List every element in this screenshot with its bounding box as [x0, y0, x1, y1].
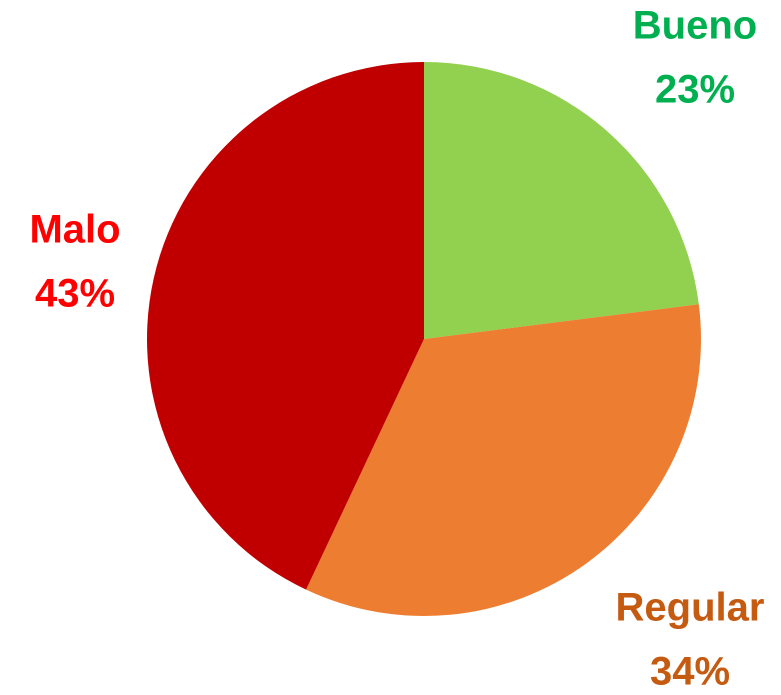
pie-slice — [306, 304, 702, 616]
slice-value-label: 34% — [650, 650, 730, 694]
slice-label: Malo — [29, 208, 120, 252]
slice-value-label: 23% — [655, 68, 735, 112]
pie-slice — [146, 62, 424, 590]
pie-slice — [424, 62, 699, 339]
slice-label: Bueno — [633, 4, 757, 48]
slice-label: Regular — [616, 586, 765, 630]
slice-value-label: 43% — [35, 272, 115, 316]
